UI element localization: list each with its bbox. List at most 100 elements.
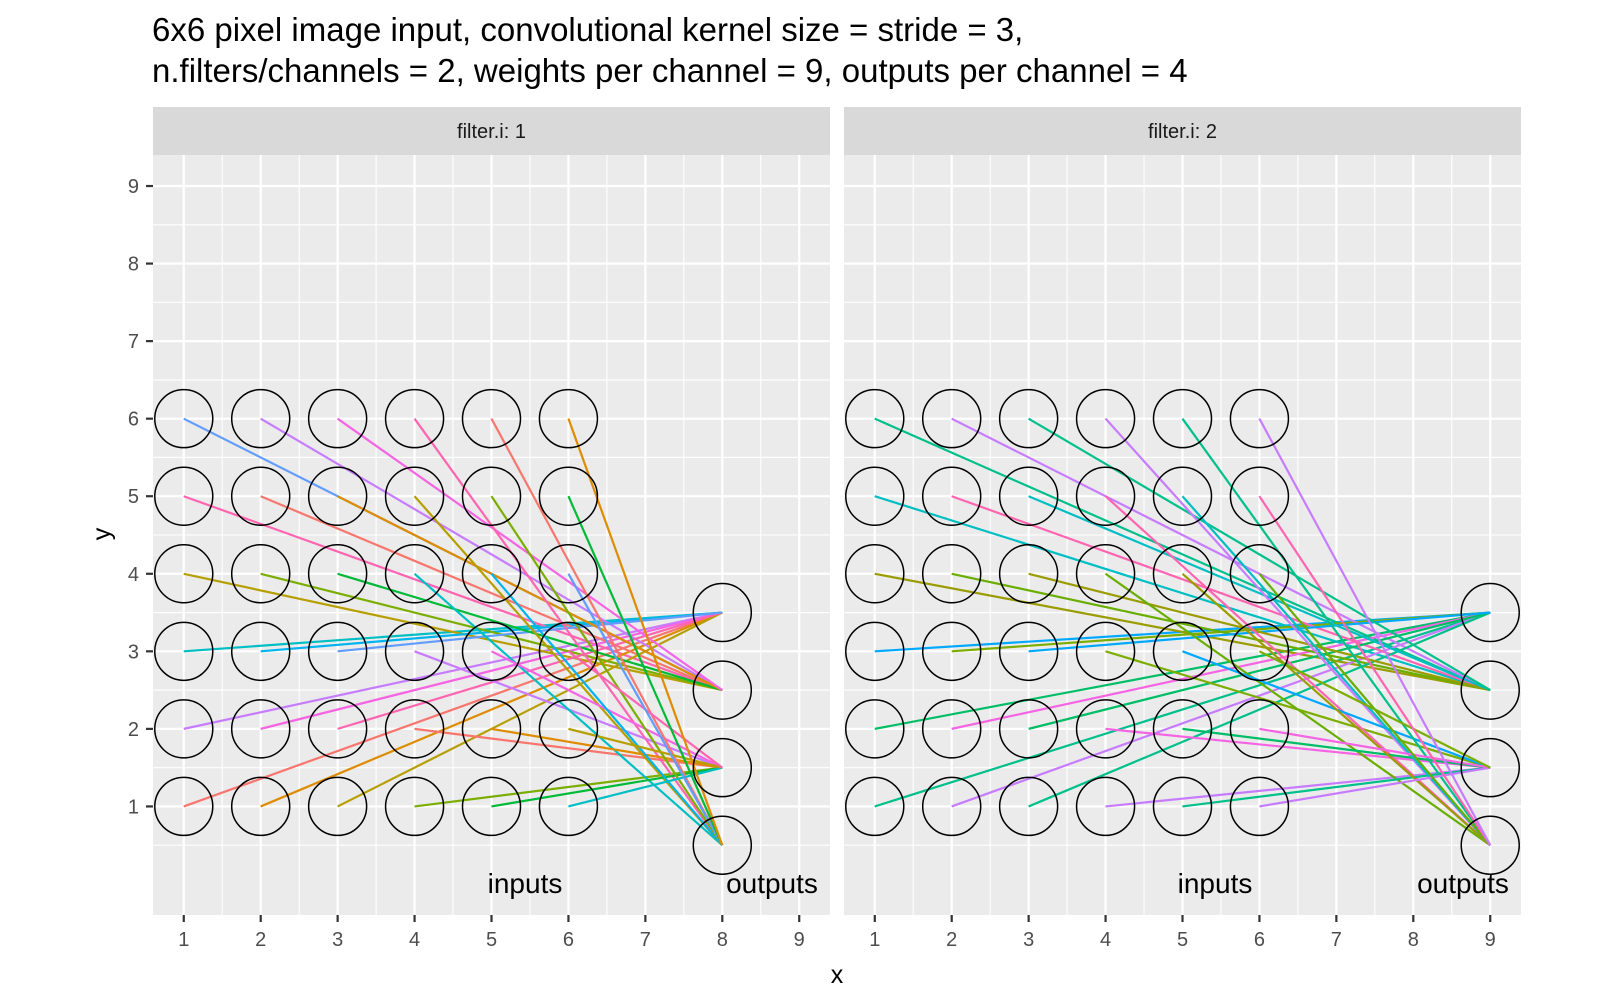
input-node <box>461 699 522 759</box>
edge-line <box>951 417 1491 692</box>
input-node <box>461 776 522 837</box>
input-node <box>1152 388 1213 449</box>
input-node <box>1075 699 1136 759</box>
input-node <box>1075 621 1136 682</box>
input-node <box>921 621 982 682</box>
input-node <box>921 776 982 837</box>
panel-filter-1: filter.i: 1 inputs outputs <box>153 107 830 915</box>
y-tick-label: 1 <box>128 796 139 818</box>
input-node <box>538 544 599 604</box>
input-node <box>921 466 982 526</box>
x-tick-label: 3 <box>1023 929 1034 951</box>
title-line-1: 6x6 pixel image input, convolutional ker… <box>152 11 1023 48</box>
inputs-label: inputs <box>1178 868 1253 899</box>
edge-line <box>1181 572 1491 847</box>
x-tick-label: 2 <box>255 929 266 951</box>
edge-line <box>1028 611 1491 730</box>
edge-line <box>183 572 723 692</box>
input-node <box>384 466 445 526</box>
y-tick-label: 3 <box>128 641 139 663</box>
edge-line <box>413 495 724 846</box>
edge-line <box>874 417 1491 692</box>
input-node <box>1229 388 1290 449</box>
output-node <box>692 660 753 720</box>
input-node <box>1075 388 1136 449</box>
input-node <box>307 544 368 604</box>
input-node <box>230 776 291 837</box>
edge-line <box>414 727 723 769</box>
input-node <box>384 621 445 682</box>
y-tick-label: 2 <box>128 719 139 741</box>
x-tick-label: 5 <box>486 929 497 951</box>
input-node <box>230 621 291 682</box>
x-tick-label: 4 <box>1100 929 1111 951</box>
input-node <box>230 699 291 759</box>
x-tick-label: 7 <box>1331 929 1342 951</box>
input-node <box>921 544 982 604</box>
outputs-label: outputs <box>726 868 818 899</box>
edge-line <box>260 417 723 692</box>
edge-line <box>567 418 724 846</box>
input-node <box>1152 776 1213 837</box>
strip-label-filter-1: filter.i: 1 <box>457 121 526 143</box>
x-tick-label: 1 <box>178 929 189 951</box>
input-node <box>1229 466 1290 526</box>
input-node <box>845 544 905 604</box>
output-node <box>1460 660 1520 720</box>
edge-line <box>1181 495 1492 846</box>
input-node <box>1152 621 1213 682</box>
input-node <box>154 621 214 682</box>
edge-line <box>260 495 723 692</box>
input-node <box>845 776 905 837</box>
edge-line <box>951 572 1491 692</box>
x-tick-label: 4 <box>409 929 420 951</box>
input-node <box>307 388 368 449</box>
input-node <box>845 699 905 759</box>
y-tick-label: 9 <box>128 176 139 198</box>
input-node <box>845 466 905 526</box>
input-node <box>998 388 1059 449</box>
edge-line <box>337 495 723 692</box>
input-node <box>154 466 214 526</box>
outputs-label: outputs <box>1417 868 1509 899</box>
edge-line <box>1028 417 1491 692</box>
strip-label-filter-2: filter.i: 2 <box>1148 121 1217 143</box>
input-node <box>1075 776 1136 837</box>
input-node <box>230 544 291 604</box>
x-tick-label: 6 <box>1254 929 1265 951</box>
input-node <box>307 776 368 837</box>
edge-line <box>183 611 723 730</box>
x-tick-label: 1 <box>869 929 880 951</box>
y-tick-label: 7 <box>128 331 139 353</box>
edge-line <box>1258 418 1492 846</box>
input-node <box>154 776 214 837</box>
edge-line <box>874 611 1491 730</box>
inputs-label: inputs <box>488 868 563 899</box>
edge-line <box>490 418 724 846</box>
input-node <box>461 621 522 682</box>
input-node <box>1152 699 1213 759</box>
edge-line <box>1028 572 1491 692</box>
y-tick-label: 8 <box>128 254 139 276</box>
edge-line <box>490 573 724 846</box>
x-axis-title: x <box>831 961 844 989</box>
output-node <box>692 737 753 798</box>
output-node <box>1460 737 1520 798</box>
edge-line <box>490 495 724 846</box>
y-tick-label: 4 <box>128 564 139 586</box>
edge-line <box>1181 418 1492 846</box>
edge-line <box>874 572 1491 692</box>
input-node <box>1152 466 1213 526</box>
edge-line <box>567 573 724 846</box>
x-tick-label: 9 <box>794 929 805 951</box>
edge-line <box>413 572 724 847</box>
input-node <box>461 466 522 526</box>
output-node <box>1460 815 1520 875</box>
input-node <box>154 544 214 604</box>
edge-line <box>1028 495 1491 692</box>
input-node <box>230 466 291 526</box>
input-node <box>998 466 1059 526</box>
x-axis: 1 2 3 4 5 6 7 8 9 1 2 3 4 5 6 7 8 9 <box>178 915 1496 951</box>
strip-background <box>844 107 1521 155</box>
